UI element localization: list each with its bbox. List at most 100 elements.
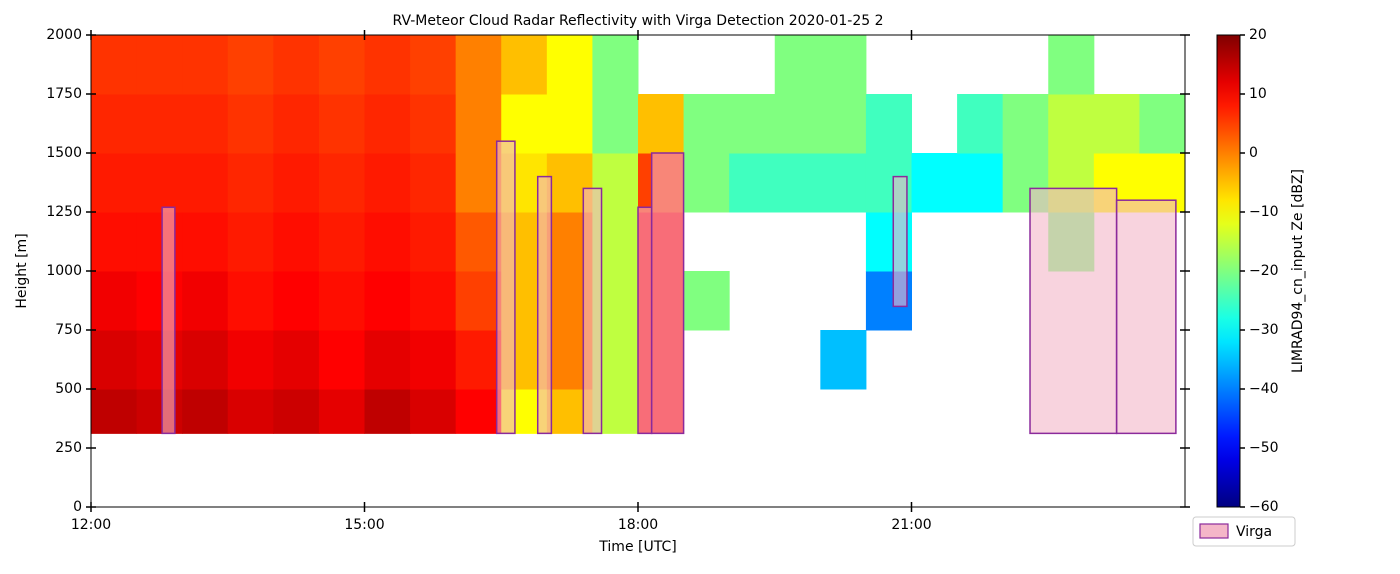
- virga-region: [650, 152, 685, 435]
- x-axis-label: Time [UTC]: [598, 539, 676, 555]
- virga-region: [161, 206, 176, 435]
- virga-region: [495, 140, 516, 435]
- heatmap-cell: [136, 153, 183, 213]
- y-tick-label: 0: [73, 499, 82, 515]
- colorbar-tick-label: −30: [1249, 322, 1279, 338]
- heatmap-cell: [364, 35, 411, 95]
- heatmap-cell: [136, 271, 183, 331]
- y-tick-label: 750: [55, 322, 82, 338]
- heatmap-cell: [410, 330, 457, 390]
- colorbar-tick-label: 20: [1249, 27, 1267, 43]
- heatmap-cell: [455, 212, 502, 272]
- virga-region: [637, 206, 653, 435]
- heatmap-cell: [91, 35, 138, 95]
- heatmap-cell: [318, 212, 365, 272]
- heatmap-cell: [364, 330, 411, 390]
- virga-region: [582, 187, 603, 435]
- virga-region: [892, 175, 908, 308]
- heatmap-cell: [91, 271, 138, 331]
- colorbar-tick-label: −20: [1249, 263, 1279, 279]
- colorbar-tick-label: 0: [1249, 145, 1258, 161]
- heatmap-cell: [729, 153, 776, 213]
- y-tick-label: 1000: [46, 263, 82, 279]
- heatmap-cell: [273, 389, 320, 434]
- heatmap-cell: [364, 94, 411, 154]
- heatmap-cell: [136, 389, 183, 434]
- heatmap-cell: [318, 94, 365, 154]
- heatmap-cell: [273, 153, 320, 213]
- heatmap-cell: [182, 330, 229, 390]
- heatmap-cell: [91, 153, 138, 213]
- heatmap-cell: [820, 35, 867, 95]
- heatmap-cell: [273, 330, 320, 390]
- heatmap-cell: [410, 94, 457, 154]
- heatmap-cell: [638, 94, 685, 154]
- heatmap-cell: [410, 35, 457, 95]
- heatmap-cell: [683, 94, 730, 154]
- heatmap-cell: [455, 330, 502, 390]
- colorbar-tick-label: 10: [1249, 86, 1267, 102]
- heatmap-cell: [91, 330, 138, 390]
- heatmap-cell: [911, 153, 958, 213]
- heatmap-cell: [592, 94, 639, 154]
- heatmap-cell: [136, 94, 183, 154]
- heatmap-cell: [410, 153, 457, 213]
- heatmap-cell: [91, 212, 138, 272]
- x-tick-label: 12:00: [71, 517, 111, 533]
- heatmap-cell: [455, 94, 502, 154]
- x-tick-label: 21:00: [891, 517, 931, 533]
- colorbar-tick-label: −50: [1249, 440, 1279, 456]
- heatmap-cell: [1048, 94, 1095, 154]
- heatmap-cell: [273, 35, 320, 95]
- heatmap-cell: [227, 389, 274, 434]
- heatmap-cell: [683, 271, 730, 331]
- heatmap-cell: [227, 271, 274, 331]
- heatmap-cell: [774, 153, 821, 213]
- heatmap-cell: [410, 212, 457, 272]
- heatmap-cell: [865, 94, 912, 154]
- heatmap-cell: [774, 35, 821, 95]
- heatmap-cell: [364, 389, 411, 434]
- virga-region: [536, 175, 553, 435]
- heatmap-cell: [820, 153, 867, 213]
- heatmap-cell: [273, 94, 320, 154]
- heatmap-cell: [182, 389, 229, 434]
- heatmap-cell: [227, 153, 274, 213]
- heatmap-cell: [364, 212, 411, 272]
- heatmap-cell: [455, 271, 502, 331]
- heatmap-cell: [318, 271, 365, 331]
- colorbar: [1216, 34, 1241, 508]
- heatmap-cell: [318, 389, 365, 434]
- heatmap-cell: [1093, 94, 1140, 154]
- heatmap-cell: [957, 94, 1004, 154]
- heatmap-cell: [683, 153, 730, 213]
- heatmap-cell: [1048, 35, 1095, 95]
- heatmap-cell: [91, 94, 138, 154]
- heatmap-cell: [318, 330, 365, 390]
- heatmap-cell: [227, 212, 274, 272]
- heatmap-cell: [318, 153, 365, 213]
- chart-title: RV-Meteor Cloud Radar Reflectivity with …: [393, 13, 884, 29]
- heatmap-cell: [592, 35, 639, 95]
- heatmap-cell: [364, 271, 411, 331]
- x-tick-label: 18:00: [618, 517, 658, 533]
- heatmap-cell: [1139, 94, 1186, 154]
- colorbar-tick-label: −40: [1249, 381, 1279, 397]
- legend-label: Virga: [1236, 524, 1272, 540]
- heatmap-cell: [227, 330, 274, 390]
- y-tick-label: 500: [55, 381, 82, 397]
- heatmap-cell: [136, 330, 183, 390]
- heatmap-cell: [182, 94, 229, 154]
- heatmap-cell: [774, 94, 821, 154]
- heatmap-cell: [182, 35, 229, 95]
- heatmap-cell: [136, 212, 183, 272]
- y-tick-label: 1750: [46, 86, 82, 102]
- heatmap-cell: [227, 94, 274, 154]
- heatmap-cell: [455, 389, 502, 434]
- heatmap-cell: [136, 35, 183, 95]
- heatmap-cell: [182, 153, 229, 213]
- heatmap-cell: [273, 271, 320, 331]
- heatmap-cell: [455, 153, 502, 213]
- colorbar-tick-label: −60: [1249, 499, 1279, 515]
